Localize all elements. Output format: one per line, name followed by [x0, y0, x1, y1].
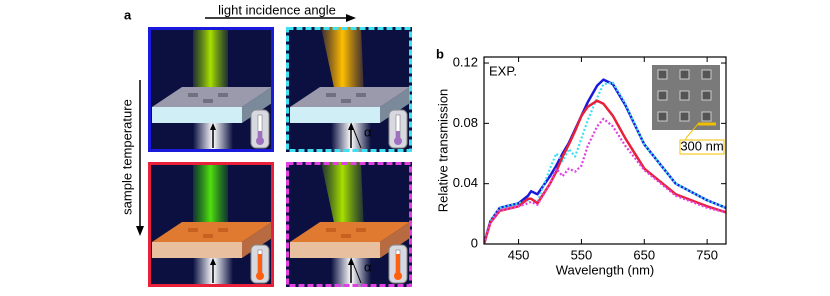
y-tick-label: 0.08: [453, 115, 478, 130]
arrowhead: [136, 226, 144, 236]
callout: [685, 123, 699, 140]
arrowhead: [346, 14, 356, 22]
inset-feature: [701, 111, 712, 122]
arrowhead: [210, 258, 216, 265]
data-line: [484, 117, 726, 244]
slab-top: [152, 87, 272, 107]
plot-frame: [483, 56, 727, 245]
nanostructure: [188, 93, 198, 97]
x-tick-label: 450: [508, 247, 530, 262]
slab-side: [380, 222, 410, 258]
slab-front: [152, 242, 242, 258]
inset-feature: [679, 69, 690, 80]
inset-feature: [657, 69, 668, 80]
angle-label: α: [364, 259, 372, 274]
y-tick-label: 0.12: [453, 54, 478, 69]
slab-side: [380, 87, 410, 123]
slab-top: [152, 222, 272, 242]
light-beam: [193, 27, 228, 97]
tile: [148, 27, 274, 152]
slab-front: [290, 107, 380, 123]
tile-border: [286, 162, 412, 287]
x-tick-label: 650: [633, 247, 655, 262]
scale-box: [679, 139, 725, 155]
tile: α: [286, 27, 412, 152]
axis-arrow-label: light incidence angle: [218, 2, 336, 17]
thermometer-level: [258, 131, 262, 139]
nanostructure: [326, 228, 336, 232]
nanostructure: [356, 228, 366, 232]
slab-front: [152, 107, 242, 123]
arrowhead: [348, 258, 354, 265]
thermometer-bulb: [256, 137, 264, 145]
data-line: [484, 99, 726, 244]
tile-border: [286, 27, 412, 152]
nanostructure: [188, 228, 198, 232]
tilt-line: [350, 257, 362, 284]
inset-feature: [657, 111, 668, 122]
x-tick-label: 550: [571, 247, 593, 262]
nanostructure: [356, 93, 366, 97]
tile: [148, 162, 274, 287]
slab-front: [290, 242, 380, 258]
panel-label: a: [124, 7, 132, 22]
tilt-line: [350, 122, 362, 149]
inset-feature: [679, 90, 690, 101]
nanostructure: [203, 234, 213, 238]
arrowhead: [210, 123, 216, 130]
tile-border: [148, 162, 274, 287]
x-axis-label: Wavelength (nm): [556, 262, 655, 277]
chart: 0 0.04 0.08 0.12 450 550 650 750 Wavelength (nm)…: [435, 54, 727, 277]
inset-feature: [701, 90, 712, 101]
slab-side: [242, 222, 272, 258]
axis-arrow-label: sample temperature: [119, 99, 134, 215]
tile: α: [286, 162, 412, 287]
inset-feature: [657, 90, 668, 101]
y-tick-label: 0.04: [453, 175, 478, 190]
inset-feature: [701, 69, 712, 80]
light-beam: [193, 162, 228, 232]
arrowhead: [348, 123, 354, 130]
light-beam: [321, 27, 364, 97]
scale-label: 300 nm: [680, 138, 723, 153]
panel-label: b: [436, 46, 444, 61]
thermometer-level: [396, 254, 400, 274]
y-tick-label: 0: [471, 235, 478, 250]
y-axis-label: Relative transmission: [435, 89, 450, 213]
nanostructure: [341, 234, 351, 238]
slab-top: [290, 222, 410, 242]
annotation: EXP.: [489, 63, 517, 78]
illustrations: αα: [148, 27, 412, 287]
slab-side: [242, 87, 272, 123]
slab-top: [290, 87, 410, 107]
nanostructure: [341, 99, 351, 103]
nanostructure: [218, 93, 228, 97]
tile-border: [148, 27, 274, 152]
thermometer-level: [258, 254, 262, 274]
thermometer-level: [396, 131, 400, 139]
thermometer-bulb: [394, 137, 402, 145]
light-beam: [321, 162, 364, 232]
inset-feature: [679, 111, 690, 122]
nanostructure: [326, 93, 336, 97]
thermometer-bulb: [394, 272, 402, 280]
nanostructure: [203, 99, 213, 103]
angle-label: α: [364, 124, 372, 139]
x-tick-label: 750: [696, 247, 718, 262]
thermometer-bulb: [256, 272, 264, 280]
nanostructure: [218, 228, 228, 232]
